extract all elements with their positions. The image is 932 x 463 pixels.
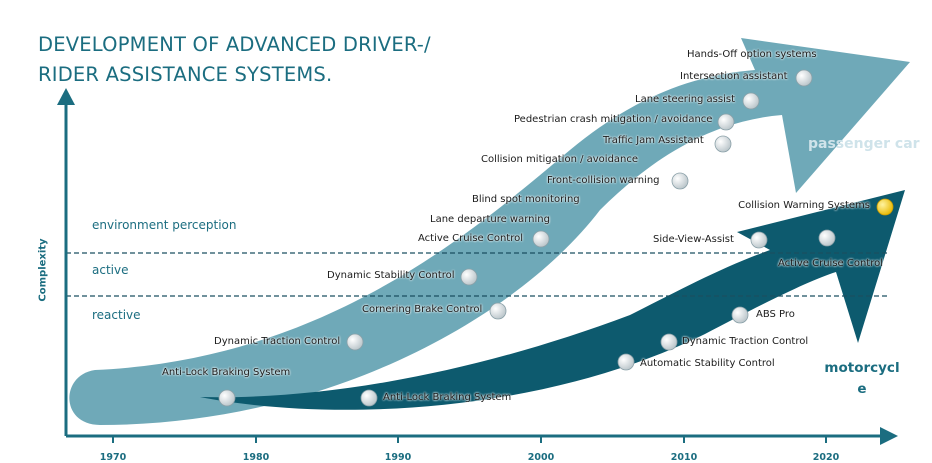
milestone-dot — [750, 231, 768, 249]
series-label-motorcycle: motorcycl e — [824, 360, 900, 397]
milestone-dot — [795, 69, 813, 87]
page-title-line-2: RIDER ASSISTANCE SYSTEMS. — [38, 63, 333, 86]
mc-system-label: Anti-Lock Braking System — [383, 392, 512, 403]
milestone-dot — [218, 389, 236, 407]
milestone-dot-highlight — [876, 198, 894, 216]
pc-system-label: Traffic Jam Assistant — [603, 135, 704, 146]
milestone-dot — [532, 230, 550, 248]
pc-system-label: Lane departure warning — [430, 214, 550, 225]
pc-system-label: Hands-Off option systems — [687, 49, 817, 60]
year-label-1990: 1990 — [384, 452, 412, 463]
milestone-dot — [818, 229, 836, 247]
series-label-passenger-car: passenger car — [808, 136, 920, 152]
mc-system-label: Collision Warning Systems — [738, 200, 870, 211]
passenger-car-arrow — [69, 38, 910, 425]
pc-system-label: Anti-Lock Braking System — [162, 367, 291, 378]
y-axis-arrowhead — [57, 88, 75, 105]
pc-system-label: Pedestrian crash mitigation / avoidance — [514, 114, 713, 125]
year-label-2020: 2020 — [812, 452, 840, 463]
zone-active: active — [92, 263, 129, 277]
page-title-line-1: DEVELOPMENT OF ADVANCED DRIVER-/ — [38, 33, 431, 56]
year-label-1980: 1980 — [242, 452, 270, 463]
milestone-dot — [660, 333, 678, 351]
x-axis-arrowhead — [880, 427, 898, 445]
mc-system-label: Automatic Stability Control — [640, 358, 775, 369]
milestone-dot — [731, 306, 749, 324]
year-label-2000: 2000 — [527, 452, 555, 463]
milestone-dot — [714, 135, 732, 153]
pc-system-label: Dynamic Stability Control — [327, 270, 455, 281]
zone-reactive: reactive — [92, 308, 141, 322]
milestone-dot — [346, 333, 364, 351]
milestone-dot — [742, 92, 760, 110]
mc-system-label: ABS Pro — [756, 309, 795, 320]
pc-system-label: Intersection assistant — [680, 71, 788, 82]
pc-system-label: Blind spot monitoring — [472, 194, 580, 205]
mc-system-label: Side-View-Assist — [653, 234, 734, 245]
milestone-dot — [717, 113, 735, 131]
pc-system-label: Dynamic Traction Control — [214, 336, 341, 347]
zone-environment-perception: environment perception — [92, 218, 237, 232]
y-axis-label: Complexity — [37, 238, 49, 302]
milestone-dot — [489, 302, 507, 320]
mc-system-label: Active Cruise Control — [778, 258, 884, 269]
pc-system-label: Active Cruise Control — [418, 233, 524, 244]
pc-system-label: Collision mitigation / avoidance — [481, 154, 639, 165]
pc-system-label: Lane steering assist — [635, 94, 736, 105]
pc-system-label: Cornering Brake Control — [362, 304, 483, 315]
milestone-dot — [460, 268, 478, 286]
motorcycle-arrow — [200, 190, 905, 410]
year-label-1970: 1970 — [99, 452, 127, 463]
milestone-dot — [360, 389, 378, 407]
milestone-dot — [671, 172, 689, 190]
year-label-2010: 2010 — [670, 452, 698, 463]
pc-system-label: Front-collision warning — [547, 175, 660, 186]
milestone-dot — [617, 353, 635, 371]
mc-system-label: Dynamic Traction Control — [682, 336, 809, 347]
